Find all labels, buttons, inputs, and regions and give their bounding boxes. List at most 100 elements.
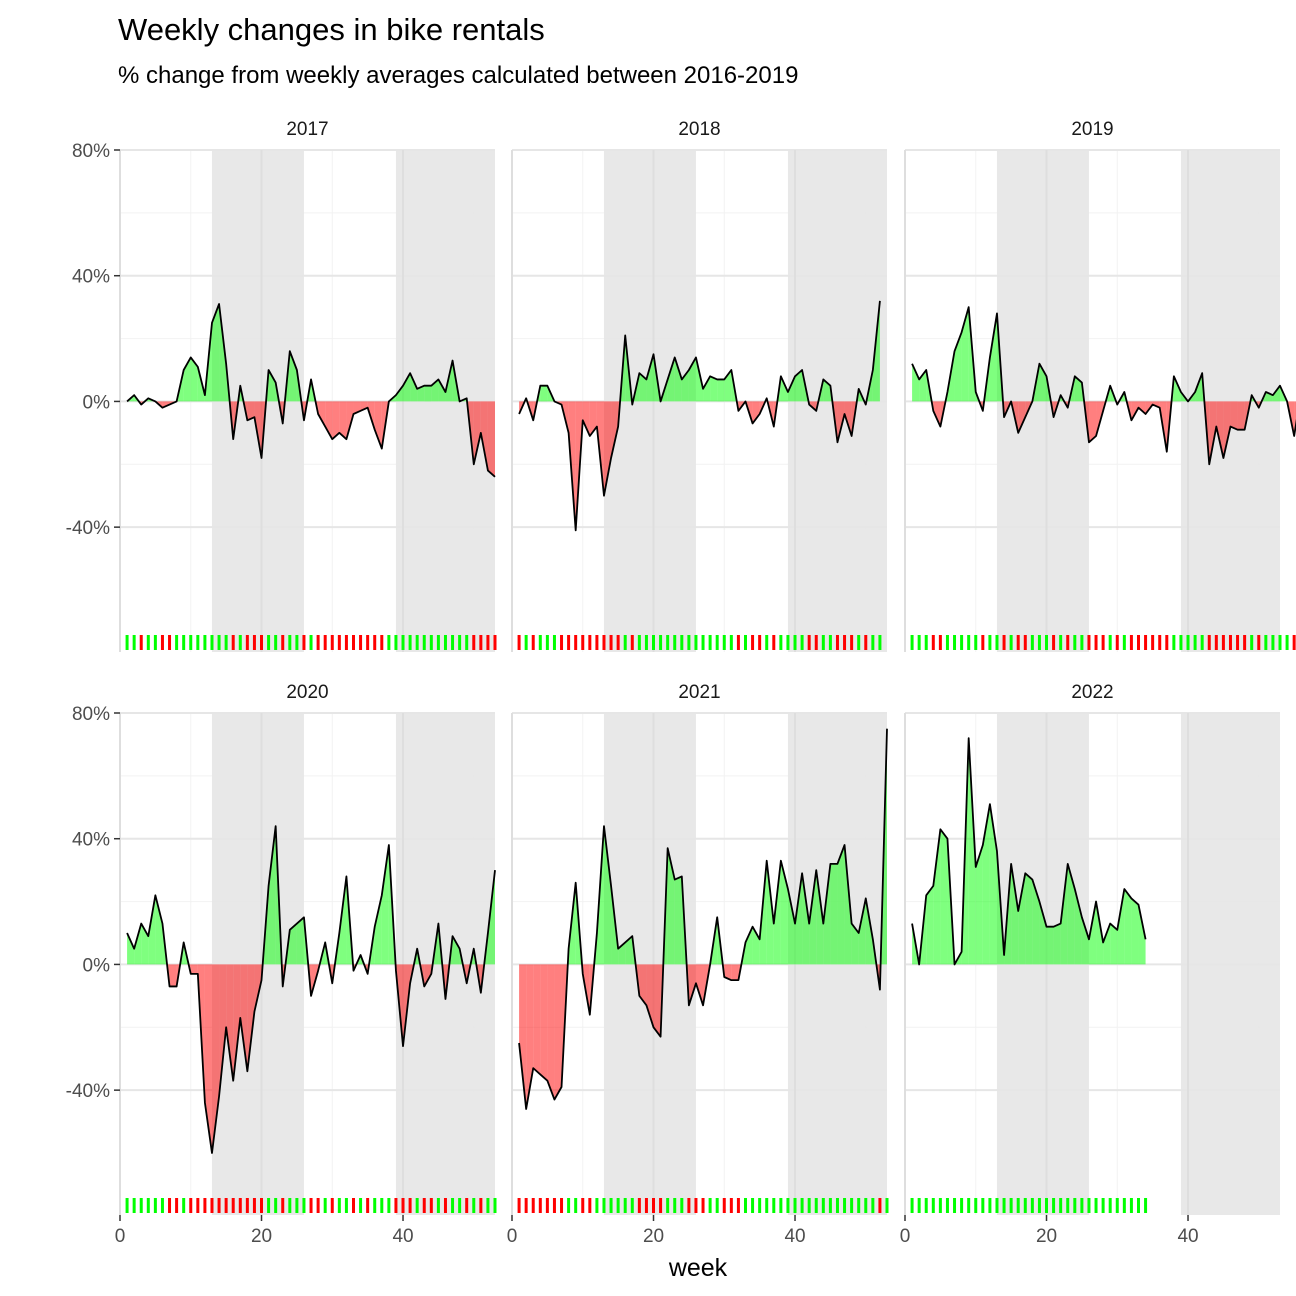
positive-area — [933, 829, 941, 965]
positive-area — [1025, 873, 1033, 965]
positive-area — [982, 804, 990, 965]
negative-area — [639, 964, 647, 1006]
negative-area — [1018, 401, 1026, 433]
facet-label-2022: 2022 — [1071, 682, 1113, 703]
chart-subtitle: % change from weekly averages calculated… — [118, 62, 798, 89]
y-tick-label: 80% — [72, 141, 110, 162]
positive-area — [603, 826, 612, 965]
positive-area — [1272, 385, 1280, 402]
positive-area — [417, 385, 425, 402]
x-tick-label: 20 — [251, 1226, 272, 1247]
negative-area — [219, 964, 227, 1097]
positive-area — [968, 738, 976, 965]
negative-area — [240, 964, 248, 1072]
panel-2021: 2021 0 20 40 — [507, 682, 889, 1247]
negative-area — [1230, 401, 1238, 430]
x-tick-label: 0 — [900, 1226, 911, 1247]
positive-area — [1131, 898, 1139, 965]
positive-area — [1124, 889, 1132, 965]
positive-area — [381, 845, 389, 965]
positive-area — [134, 923, 142, 965]
x-tick-label: 40 — [392, 1226, 413, 1247]
positive-area — [646, 354, 654, 402]
positive-area — [780, 376, 788, 402]
positive-area — [766, 860, 774, 965]
y-tick-label: 40% — [72, 830, 110, 851]
positive-area — [155, 895, 163, 965]
negative-area — [1237, 401, 1245, 430]
negative-area — [360, 401, 368, 411]
negative-area — [731, 964, 739, 981]
positive-area — [975, 845, 983, 965]
y-tick-label: 80% — [72, 704, 110, 725]
positive-area — [1074, 889, 1082, 965]
negative-area — [582, 401, 590, 436]
positive-area — [1060, 863, 1068, 965]
panel-2017: 2017 -40% 0% 40% 80% — [66, 119, 497, 652]
positive-area — [865, 898, 873, 965]
panel-2018: 2018 — [511, 119, 887, 652]
x-tick-label: 40 — [784, 1226, 805, 1247]
negative-area — [752, 401, 760, 424]
positive-area — [127, 933, 135, 965]
positive-area — [961, 307, 969, 402]
negative-area — [603, 401, 612, 496]
positive-area — [989, 313, 997, 402]
positive-area — [289, 923, 297, 965]
x-tick-label: 20 — [1036, 1226, 1057, 1247]
positive-area — [148, 895, 156, 965]
negative-area — [487, 401, 495, 477]
positive-area — [674, 357, 682, 402]
positive-area — [1117, 889, 1125, 965]
positive-area — [787, 376, 796, 402]
positive-area — [858, 898, 866, 965]
positive-area — [374, 895, 382, 965]
shaded-band — [1180, 713, 1280, 1215]
y-tick-label: -40% — [66, 1081, 110, 1102]
positive-area — [339, 876, 347, 965]
positive-area — [912, 363, 920, 402]
positive-area — [395, 385, 404, 402]
positive-area — [452, 936, 460, 965]
negative-area — [424, 964, 432, 987]
positive-area — [773, 860, 781, 965]
negative-area — [247, 964, 255, 1072]
positive-area — [1039, 363, 1047, 402]
positive-area — [1074, 376, 1082, 402]
negative-area — [233, 964, 241, 1081]
positive-area — [809, 870, 817, 965]
positive-area — [717, 379, 725, 402]
series-line-2020 — [126, 825, 496, 1154]
panel-2022: 2022 0 20 40 — [900, 682, 1280, 1247]
positive-area — [752, 926, 760, 965]
positive-area — [710, 376, 718, 402]
negative-area — [190, 964, 198, 974]
positive-area — [1046, 926, 1054, 965]
negative-area — [519, 964, 527, 1109]
x-tick-label: 40 — [1177, 1226, 1198, 1247]
negative-area — [1088, 401, 1097, 443]
x-tick-label: 20 — [643, 1226, 664, 1247]
negative-area — [1223, 401, 1231, 458]
x-axis-title: week — [668, 1254, 728, 1282]
positive-area — [639, 373, 647, 402]
positive-area — [1039, 901, 1047, 965]
positive-area — [1103, 923, 1111, 965]
negative-area — [547, 964, 555, 1100]
positive-area — [844, 845, 852, 965]
positive-area — [1138, 904, 1146, 965]
negative-area — [646, 964, 654, 1028]
y-tick-label: 40% — [72, 267, 110, 288]
negative-area — [526, 964, 534, 1109]
positive-area — [674, 876, 682, 965]
positive-area — [424, 385, 432, 402]
positive-area — [1053, 923, 1061, 965]
positive-area — [403, 373, 411, 402]
negative-area — [611, 401, 619, 458]
negative-area — [169, 964, 177, 987]
negative-area — [480, 401, 488, 471]
negative-area — [653, 964, 661, 1037]
negative-area — [247, 401, 255, 421]
series-line-2022 — [911, 737, 1147, 966]
